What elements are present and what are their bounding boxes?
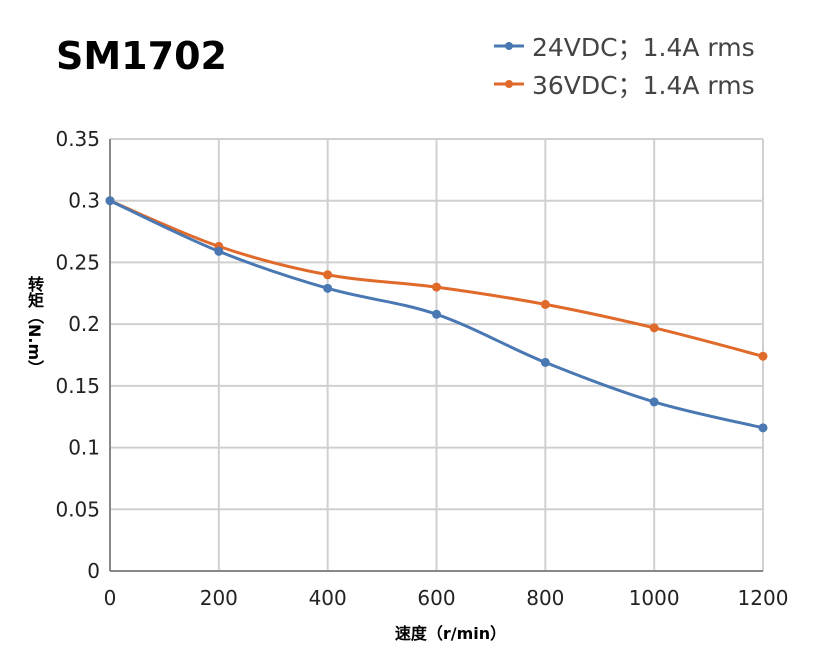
data-point [758, 351, 768, 361]
data-point [323, 270, 333, 280]
data-point [758, 423, 768, 433]
x-tick-label: 1000 [629, 586, 680, 610]
y-tick-label: 0.3 [68, 189, 100, 213]
y-tick-label: 0 [87, 559, 100, 583]
chart-title: SM1702 [56, 34, 227, 78]
data-point [432, 282, 441, 292]
y-tick-label: 0.25 [55, 250, 100, 274]
data-point [105, 196, 115, 206]
x-tick-label: 400 [309, 586, 347, 610]
y-tick-label: 0.2 [68, 312, 100, 336]
y-tick-label: 0.15 [55, 374, 100, 398]
legend-item-36vdc: 36VDC；1.4A rms [494, 66, 755, 102]
data-point [432, 309, 441, 319]
legend-label-36vdc: 36VDC；1.4A rms [532, 71, 755, 100]
x-axis-label: 速度（r/min） [394, 624, 507, 643]
data-point [323, 283, 333, 293]
x-tick-label: 800 [526, 586, 564, 610]
legend-marker-24vdc [494, 42, 524, 50]
y-tick-label: 0.05 [55, 497, 100, 521]
x-tick-label: 1200 [738, 586, 789, 610]
y-tick-label: 0.35 [55, 127, 100, 151]
legend-item-24vdc: 24VDC；1.4A rms [494, 28, 755, 64]
x-tick-label: 0 [104, 586, 117, 610]
x-tick-label: 600 [417, 586, 455, 610]
data-point [540, 357, 550, 367]
data-point [649, 397, 659, 407]
data-point [214, 246, 224, 256]
data-point [540, 299, 550, 309]
data-point [649, 323, 659, 333]
y-tick-label: 0.1 [68, 436, 100, 460]
x-tick-label: 200 [200, 586, 238, 610]
legend-marker-36vdc [494, 80, 524, 88]
legend-label-24vdc: 24VDC；1.4A rms [532, 33, 755, 62]
y-axis-label: 转矩（N.m） [25, 276, 44, 377]
